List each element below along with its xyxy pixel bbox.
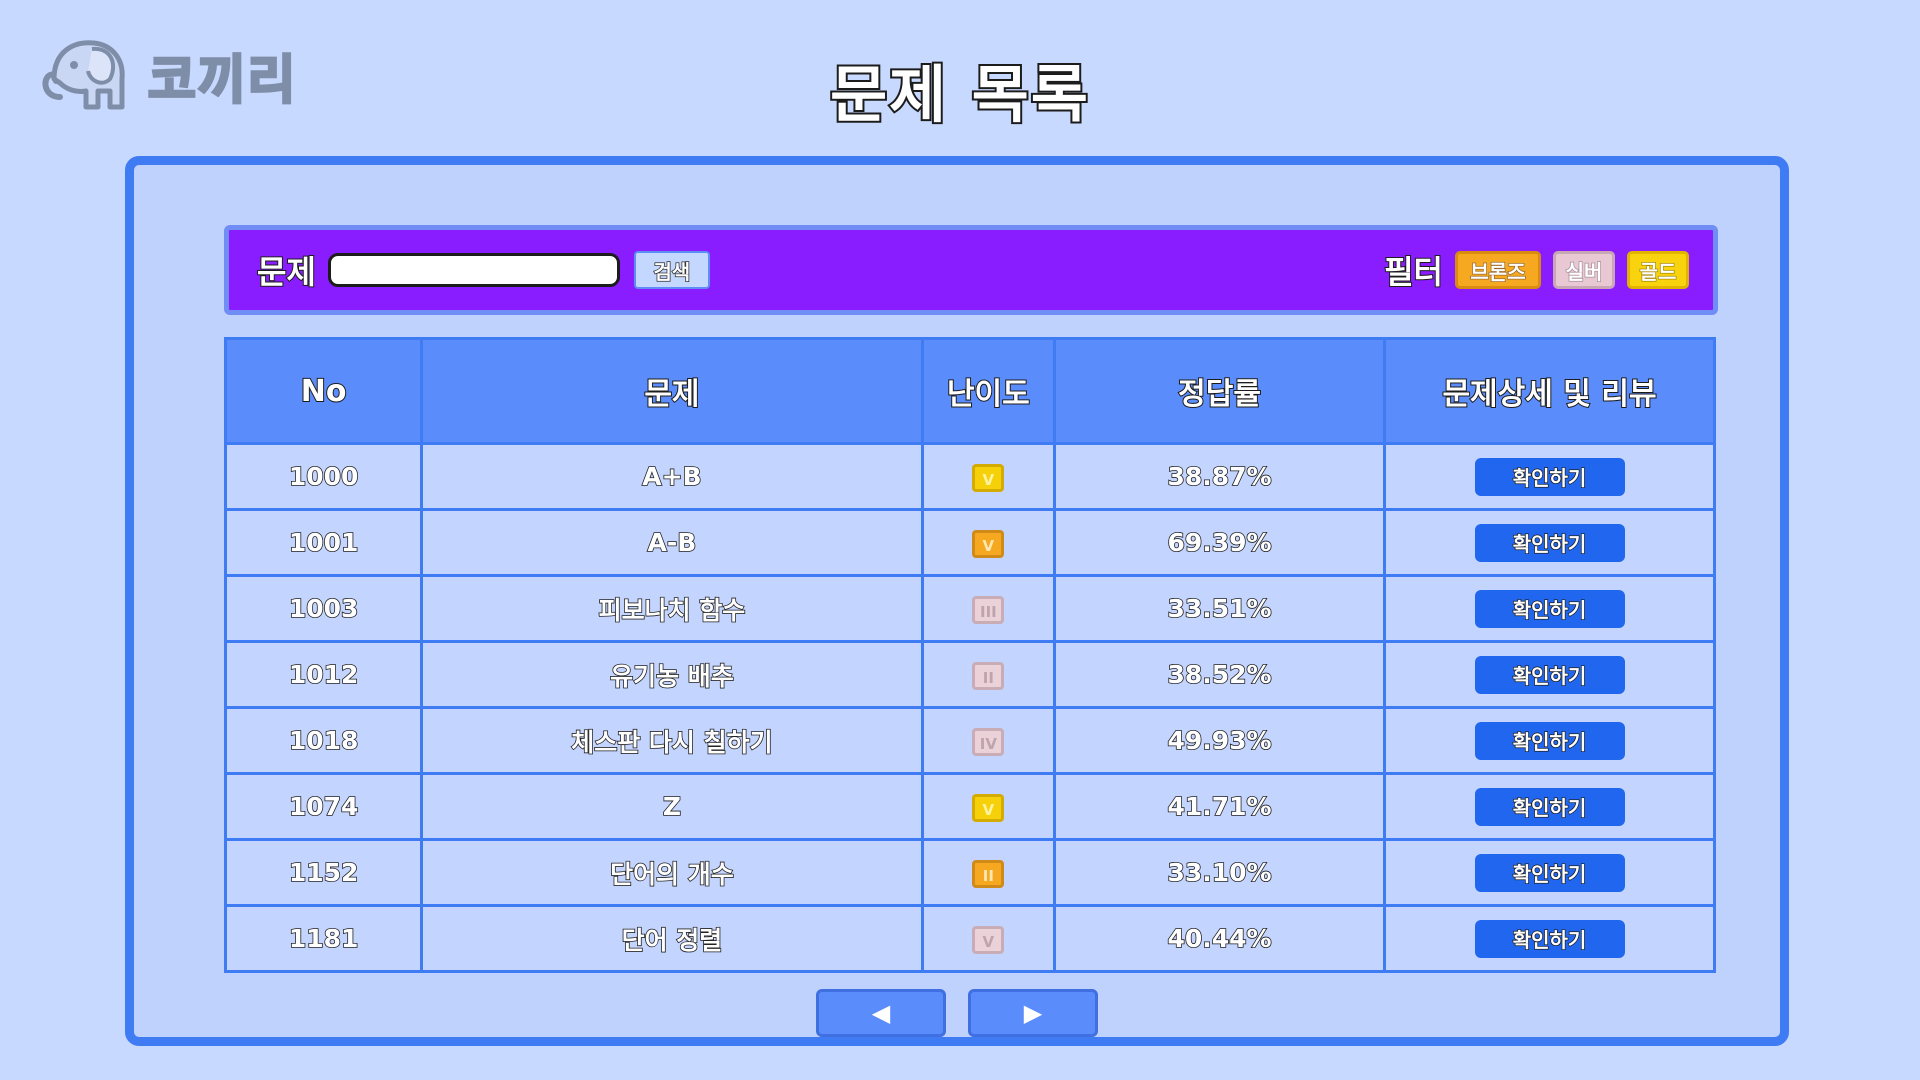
table-row: 1000 A+B V 38.87% 확인하기: [223, 442, 1716, 511]
filter-silver-button[interactable]: 실버: [1553, 251, 1615, 289]
difficulty-cell: II: [920, 838, 1057, 907]
problem-number: 1018: [223, 706, 424, 775]
column-header-difficulty: 난이도: [920, 337, 1057, 445]
table-body: 1000 A+B V 38.87% 확인하기 1001 A-B V 69.39% 확인하기 1003…: [223, 442, 1716, 973]
logo[interactable]: 코끼리: [40, 30, 300, 120]
filter-bronze-button[interactable]: 브론즈: [1455, 251, 1541, 289]
view-detail-button[interactable]: 확인하기: [1474, 457, 1625, 496]
column-header-detail: 문제상세 및 리뷰: [1383, 337, 1716, 445]
table-row: 1018 체스판 다시 칠하기 IV 49.93% 확인하기: [223, 706, 1716, 775]
difficulty-cell: IV: [920, 706, 1057, 775]
difficulty-cell: V: [920, 904, 1057, 973]
prev-page-button[interactable]: ◀: [816, 989, 946, 1037]
column-header-title: 문제: [420, 337, 924, 445]
detail-cell: 확인하기: [1383, 574, 1716, 643]
table-row: 1012 유기농 배추 II 38.52% 확인하기: [223, 640, 1716, 709]
table-header-row: No 문제 난이도 정답률 문제상세 및 리뷰: [223, 337, 1716, 445]
problem-title[interactable]: 체스판 다시 칠하기: [420, 706, 924, 775]
problem-table: No 문제 난이도 정답률 문제상세 및 리뷰 1000 A+B V 38.87% 확인…: [223, 337, 1716, 973]
accuracy-rate: 49.93%: [1053, 706, 1387, 775]
difficulty-cell: III: [920, 574, 1057, 643]
problem-number: 1003: [223, 574, 424, 643]
view-detail-button[interactable]: 확인하기: [1474, 655, 1625, 694]
problem-list-panel: 문제 검색 필터 브론즈 실버 골드 No 문제 난이도 정답률 문제상세 및 …: [125, 156, 1789, 1046]
elephant-icon: [42, 40, 125, 110]
detail-cell: 확인하기: [1383, 904, 1716, 973]
table-row: 1152 단어의 개수 II 33.10% 확인하기: [223, 838, 1716, 907]
table-row: 1074 Z V 41.71% 확인하기: [223, 772, 1716, 841]
problem-title[interactable]: 피보나치 함수: [420, 574, 924, 643]
view-detail-button[interactable]: 확인하기: [1474, 853, 1625, 892]
tier-badge-icon: III: [972, 595, 1005, 624]
search-button[interactable]: 검색: [633, 251, 710, 289]
column-header-no: No: [223, 337, 424, 445]
tier-badge-icon: V: [972, 793, 1005, 822]
next-page-button[interactable]: ▶: [968, 989, 1098, 1037]
tier-badge-icon: V: [972, 463, 1005, 492]
accuracy-rate: 38.87%: [1053, 442, 1387, 511]
accuracy-rate: 69.39%: [1053, 508, 1387, 577]
search-bar: 문제 검색 필터 브론즈 실버 골드: [224, 225, 1718, 315]
search-input[interactable]: [327, 253, 620, 287]
search-label: 문제: [256, 252, 317, 292]
view-detail-button[interactable]: 확인하기: [1474, 523, 1625, 562]
problem-title[interactable]: 단어의 개수: [420, 838, 924, 907]
view-detail-button[interactable]: 확인하기: [1474, 589, 1625, 628]
problem-title[interactable]: Z: [420, 772, 924, 841]
filter-label: 필터: [1383, 252, 1444, 292]
problem-number: 1000: [223, 442, 424, 511]
problem-number: 1181: [223, 904, 424, 973]
difficulty-cell: V: [920, 442, 1057, 511]
table-row: 1001 A-B V 69.39% 확인하기: [223, 508, 1716, 577]
accuracy-rate: 38.52%: [1053, 640, 1387, 709]
problem-title[interactable]: A-B: [420, 508, 924, 577]
tier-badge-icon: V: [972, 529, 1005, 558]
detail-cell: 확인하기: [1383, 772, 1716, 841]
accuracy-rate: 33.51%: [1053, 574, 1387, 643]
detail-cell: 확인하기: [1383, 838, 1716, 907]
view-detail-button[interactable]: 확인하기: [1474, 919, 1625, 958]
problem-number: 1001: [223, 508, 424, 577]
view-detail-button[interactable]: 확인하기: [1474, 721, 1625, 760]
filter-gold-button[interactable]: 골드: [1627, 251, 1689, 289]
page-title: 문제 목록: [828, 56, 1090, 133]
logo-text: 코끼리: [147, 49, 298, 112]
tier-badge-icon: II: [972, 661, 1005, 690]
detail-cell: 확인하기: [1383, 706, 1716, 775]
detail-cell: 확인하기: [1383, 640, 1716, 709]
difficulty-cell: V: [920, 508, 1057, 577]
problem-title[interactable]: 단어 정렬: [420, 904, 924, 973]
view-detail-button[interactable]: 확인하기: [1474, 787, 1625, 826]
table-row: 1181 단어 정렬 V 40.44% 확인하기: [223, 904, 1716, 973]
problem-number: 1152: [223, 838, 424, 907]
difficulty-cell: II: [920, 640, 1057, 709]
accuracy-rate: 41.71%: [1053, 772, 1387, 841]
detail-cell: 확인하기: [1383, 508, 1716, 577]
problem-number: 1074: [223, 772, 424, 841]
accuracy-rate: 33.10%: [1053, 838, 1387, 907]
tier-badge-icon: II: [972, 859, 1005, 888]
difficulty-cell: V: [920, 772, 1057, 841]
column-header-accuracy: 정답률: [1053, 337, 1387, 445]
problem-title[interactable]: A+B: [420, 442, 924, 511]
detail-cell: 확인하기: [1383, 442, 1716, 511]
accuracy-rate: 40.44%: [1053, 904, 1387, 973]
pagination: ◀ ▶: [134, 989, 1780, 1037]
tier-badge-icon: IV: [972, 727, 1005, 756]
problem-title[interactable]: 유기농 배추: [420, 640, 924, 709]
table-row: 1003 피보나치 함수 III 33.51% 확인하기: [223, 574, 1716, 643]
problem-number: 1012: [223, 640, 424, 709]
tier-badge-icon: V: [972, 925, 1005, 954]
